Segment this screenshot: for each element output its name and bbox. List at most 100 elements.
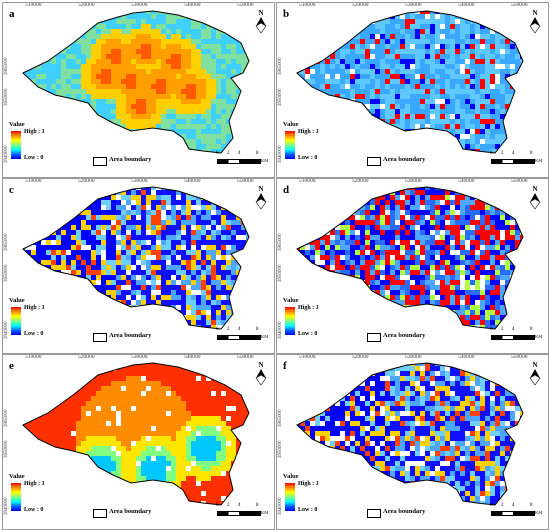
svg-text:N: N xyxy=(258,9,263,17)
legend-low-label: Low : 0 xyxy=(298,507,317,513)
y-tick-label: 3940000 xyxy=(4,322,9,340)
legend-title: Value xyxy=(9,473,25,480)
scale-bar xyxy=(217,511,261,516)
x-tick-label: 510000 xyxy=(25,178,42,184)
y-tick-label: 3965000 xyxy=(278,410,283,428)
scale-unit: KM xyxy=(535,158,542,163)
x-tick-label: 550000 xyxy=(511,178,528,184)
boundary-legend-swatch xyxy=(93,509,107,518)
scale-bar xyxy=(491,335,535,340)
y-tick-label: 3965000 xyxy=(278,58,283,76)
scale-tick: 0 xyxy=(216,151,219,156)
x-tick-label: 550000 xyxy=(237,2,254,8)
legend-color-ramp xyxy=(285,131,295,159)
x-tick-label: 510000 xyxy=(299,178,316,184)
legend-title: Value xyxy=(283,473,299,480)
legend-high-label: High : 1 xyxy=(298,305,319,311)
scale-bar xyxy=(217,159,261,164)
svg-text:N: N xyxy=(532,9,537,17)
legend-low-label: Low : 0 xyxy=(298,331,317,337)
x-tick-label: 550000 xyxy=(511,2,528,8)
x-tick-label: 530000 xyxy=(405,354,422,360)
x-tick-label: 540000 xyxy=(458,354,475,360)
legend-color-ramp xyxy=(11,131,21,159)
scale-unit: KM xyxy=(261,334,268,339)
y-tick-label: 3940000 xyxy=(278,498,283,516)
scale-tick: 2 xyxy=(501,151,504,156)
panel-label: f xyxy=(283,360,287,372)
scale-unit: KM xyxy=(261,158,268,163)
scale-tick: 0 xyxy=(216,503,219,508)
scale-unit: KM xyxy=(261,510,268,515)
scale-tick: 4 xyxy=(238,503,241,508)
panel-label: c xyxy=(9,184,14,196)
legend-high-label: High : 1 xyxy=(24,481,45,487)
north-arrow-icon: N xyxy=(528,8,542,34)
legend-low-label: Low : 0 xyxy=(24,331,43,337)
scale-tick: 2 xyxy=(501,503,504,508)
x-tick-label: 540000 xyxy=(184,2,201,8)
x-tick-label: 540000 xyxy=(184,354,201,360)
x-tick-label: 540000 xyxy=(184,178,201,184)
scale-tick: 2 xyxy=(227,151,230,156)
scale-bar xyxy=(491,511,535,516)
y-tick-label: 3950000 xyxy=(4,441,9,459)
x-tick-label: 520000 xyxy=(78,178,95,184)
y-tick-label: 3965000 xyxy=(278,234,283,252)
scale-tick: 8 xyxy=(256,151,259,156)
y-tick-label: 3950000 xyxy=(278,441,283,459)
x-tick-label: 530000 xyxy=(131,354,148,360)
north-arrow-icon: N xyxy=(528,360,542,386)
panel-label: a xyxy=(9,8,15,20)
panel-label: b xyxy=(283,8,289,20)
x-tick-label: 550000 xyxy=(511,354,528,360)
x-tick-label: 510000 xyxy=(299,2,316,8)
x-tick-label: 510000 xyxy=(25,2,42,8)
y-tick-label: 3950000 xyxy=(4,265,9,283)
scale-tick: 2 xyxy=(501,327,504,332)
x-tick-label: 530000 xyxy=(131,2,148,8)
x-tick-label: 510000 xyxy=(299,354,316,360)
legend-color-ramp xyxy=(11,307,21,335)
legend-low-label: Low : 0 xyxy=(298,155,317,161)
boundary-legend-swatch xyxy=(367,157,381,166)
scale-bar xyxy=(491,159,535,164)
legend-title: Value xyxy=(283,297,299,304)
boundary-legend-label: Area boundary xyxy=(109,156,151,163)
scale-unit: KM xyxy=(535,334,542,339)
scale-tick: 8 xyxy=(256,503,259,508)
scale-tick: 4 xyxy=(512,503,515,508)
y-tick-label: 3940000 xyxy=(4,498,9,516)
legend-high-label: High : 1 xyxy=(298,481,319,487)
boundary-legend-label: Area boundary xyxy=(383,156,425,163)
scale-unit: KM xyxy=(535,510,542,515)
y-tick-label: 3940000 xyxy=(4,146,9,164)
scale-tick: 8 xyxy=(530,151,533,156)
scale-tick: 4 xyxy=(512,151,515,156)
x-tick-label: 520000 xyxy=(78,354,95,360)
y-tick-label: 3965000 xyxy=(4,58,9,76)
y-tick-label: 3940000 xyxy=(278,322,283,340)
scale-tick: 2 xyxy=(227,503,230,508)
boundary-legend-label: Area boundary xyxy=(383,508,425,515)
scale-tick: 8 xyxy=(256,327,259,332)
scale-tick: 4 xyxy=(238,327,241,332)
x-tick-label: 530000 xyxy=(405,2,422,8)
panel-label: d xyxy=(283,184,289,196)
legend-title: Value xyxy=(283,121,299,128)
legend-low-label: Low : 0 xyxy=(24,507,43,513)
boundary-legend-swatch xyxy=(93,333,107,342)
scale-bar xyxy=(217,335,261,340)
x-tick-label: 510000 xyxy=(25,354,42,360)
north-arrow-icon: N xyxy=(254,8,268,34)
